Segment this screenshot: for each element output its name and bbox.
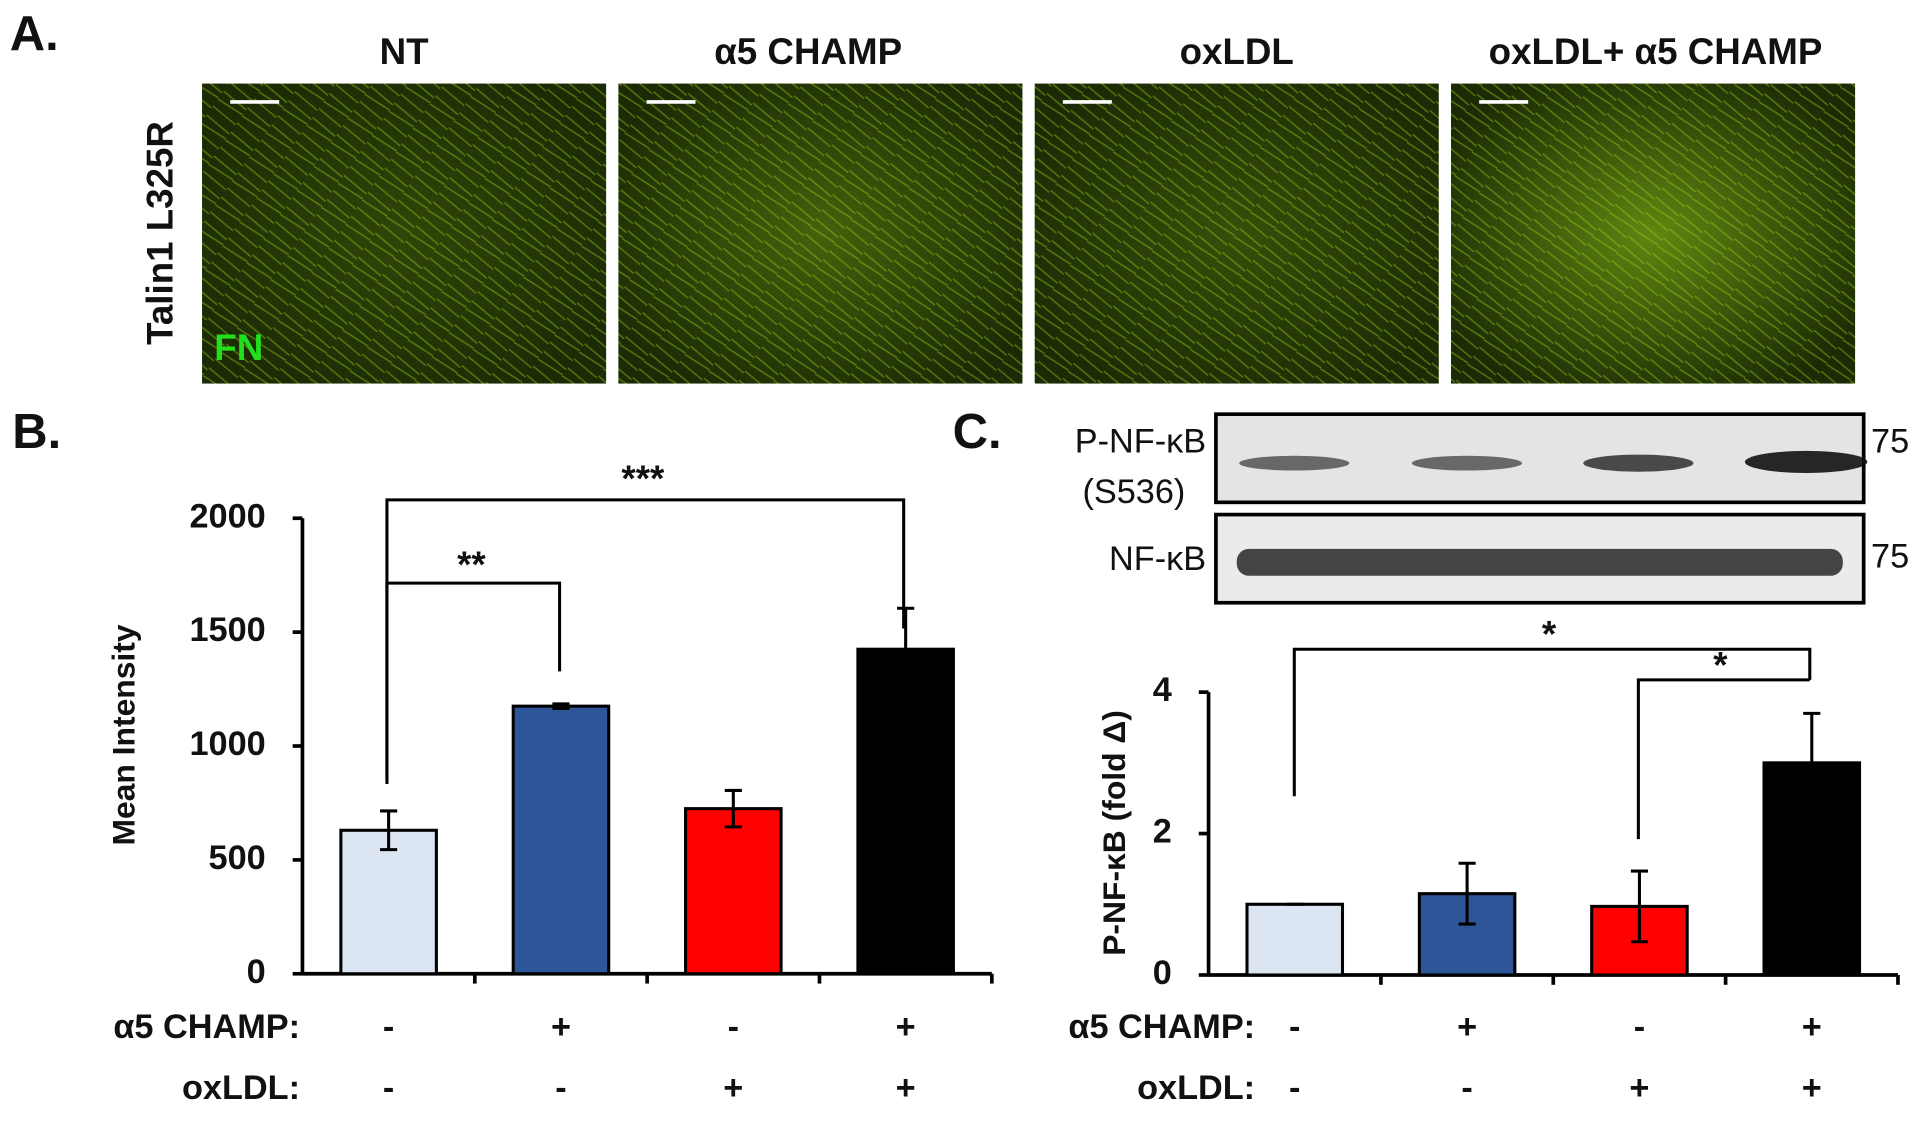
stain-label: FN <box>214 327 263 368</box>
error-bar <box>1803 711 1821 814</box>
error-bar <box>1630 869 1649 944</box>
error-bar <box>724 788 742 829</box>
condition-label: α5 CHAMP: <box>1068 1008 1255 1046</box>
blot-label: P-NF-κB <box>1075 423 1206 461</box>
blot-marker: 75 <box>1871 423 1909 461</box>
micrograph-glow <box>202 83 607 384</box>
panel-label: C. <box>953 405 1002 459</box>
micrograph-glow <box>618 83 1023 384</box>
condition-value: + <box>1457 1008 1477 1046</box>
condition-value: + <box>723 1069 743 1107</box>
condition-value: - <box>1461 1069 1472 1107</box>
condition-value: + <box>1802 1069 1822 1107</box>
image-title: α5 CHAMP <box>714 31 902 72</box>
condition-value: - <box>1289 1008 1300 1046</box>
bar <box>684 807 783 976</box>
band <box>1239 455 1350 471</box>
error-bar <box>1458 861 1476 926</box>
image-title: oxLDL <box>1180 31 1294 72</box>
y-tick-label: 1000 <box>189 725 265 763</box>
band <box>1411 455 1523 471</box>
condition-value: - <box>555 1069 566 1107</box>
significance-bracket <box>1636 678 1810 840</box>
condition-label: oxLDL: <box>1137 1069 1255 1107</box>
bar <box>339 828 438 976</box>
condition-value: + <box>1802 1008 1822 1046</box>
y-axis-label: Mean Intensity <box>106 624 142 845</box>
blot-marker: 75 <box>1871 538 1909 576</box>
panel-label: B. <box>12 405 61 459</box>
image-title: NT <box>380 31 430 72</box>
significance-bracket <box>1292 647 1812 797</box>
condition-value: - <box>1289 1069 1300 1107</box>
y-tick-label: 4 <box>1153 671 1172 709</box>
blot-label: (S536) <box>1082 473 1185 511</box>
error-bar <box>380 809 398 852</box>
condition-value: - <box>383 1008 394 1046</box>
y-tick-label: 500 <box>209 839 266 877</box>
micrograph-glow <box>1034 83 1439 384</box>
y-tick-label: 2000 <box>189 497 265 535</box>
y-tick-label: 0 <box>247 953 266 991</box>
condition-value: + <box>896 1069 916 1107</box>
panel-label: A. <box>10 7 59 61</box>
images <box>202 83 1856 384</box>
condition-label: α5 CHAMP: <box>113 1008 300 1046</box>
condition-value: + <box>551 1008 571 1046</box>
significance-label: *** <box>621 458 665 499</box>
condition-value: + <box>1629 1069 1649 1107</box>
condition-value: - <box>383 1069 394 1107</box>
significance-label: * <box>1713 644 1728 685</box>
micrograph-glow <box>1451 83 1856 384</box>
y-tick-label: 0 <box>1153 954 1172 992</box>
bar <box>1245 902 1345 977</box>
bar <box>511 704 611 976</box>
y-tick-label: 1500 <box>189 611 265 649</box>
error-bar <box>552 702 570 710</box>
bar <box>856 647 955 976</box>
significance-label: ** <box>457 544 486 585</box>
condition-value: - <box>728 1008 739 1046</box>
band <box>1744 450 1868 473</box>
band <box>1583 454 1694 472</box>
row-label: Talin1 L325R <box>140 121 181 345</box>
error-bar <box>897 606 915 692</box>
blot-label: NF-κB <box>1109 540 1206 578</box>
image-title: oxLDL+ α5 CHAMP <box>1489 31 1823 72</box>
blot <box>1214 412 1868 605</box>
significance-label: * <box>1542 614 1557 655</box>
significance-bracket <box>385 498 906 778</box>
band <box>1236 548 1843 576</box>
y-axis-label: P-NF-κB (fold Δ) <box>1096 710 1132 956</box>
condition-label: oxLDL: <box>182 1069 300 1107</box>
condition-value: + <box>896 1008 916 1046</box>
condition-value: - <box>1634 1008 1645 1046</box>
y-tick-label: 2 <box>1153 813 1172 851</box>
